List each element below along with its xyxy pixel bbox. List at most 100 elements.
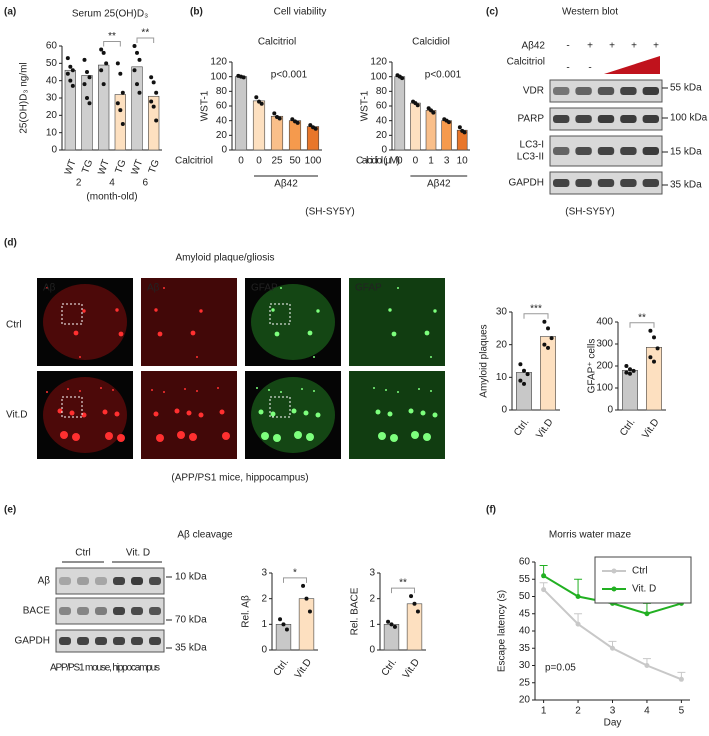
plaque: [256, 387, 258, 389]
sig-label: **: [141, 28, 149, 39]
blot-band: [95, 637, 107, 645]
plaque: [151, 389, 153, 391]
y-tick-label: 60: [46, 41, 58, 52]
x-tick-label: 0: [256, 156, 262, 167]
y-tick-label: 20: [46, 110, 58, 121]
data-point: [409, 594, 414, 599]
plaque: [280, 287, 282, 289]
data-point: [259, 101, 264, 106]
dose-triangle: [604, 56, 660, 74]
data-point: [132, 68, 137, 73]
bar: [148, 95, 160, 151]
blot-strip: [55, 629, 165, 653]
row-label: Ctrl: [6, 320, 22, 331]
blot-band: [131, 607, 143, 615]
bar: [64, 69, 76, 151]
data-point: [652, 335, 656, 340]
data-point: [99, 47, 104, 52]
blot-band: [620, 115, 637, 123]
kda-label: 35 kDa: [670, 180, 702, 191]
chart-title: Calcitriol: [258, 37, 296, 48]
treatment-label: Calcitriol: [507, 57, 545, 68]
group-label: Vit. D: [126, 548, 150, 559]
data-point: [542, 342, 547, 347]
plaque: [373, 387, 375, 389]
blot-band: [149, 607, 161, 615]
bar: [383, 624, 400, 651]
x-tick-label: TG: [80, 158, 95, 175]
panel-title: Western blot: [562, 7, 618, 18]
blot-band: [149, 637, 161, 645]
blot-band: [59, 577, 71, 585]
data-point: [101, 82, 106, 87]
group-label: Aβ42: [427, 179, 451, 190]
zoom-box: [269, 396, 291, 418]
data-point: [628, 367, 632, 372]
data-point: [628, 371, 632, 376]
y-axis-label: Rel. Aβ: [241, 595, 252, 628]
data-point: [68, 78, 73, 83]
blot-band: [642, 147, 659, 155]
blot-band: [575, 179, 592, 187]
plaque: [100, 387, 102, 389]
legend-marker: [611, 586, 617, 592]
sig-bracket: [136, 37, 155, 43]
y-tick-label: 2: [261, 593, 267, 604]
caption: (SH-SY5Y): [565, 207, 614, 218]
data-point: [412, 601, 417, 606]
treatment-label: Aβ42: [521, 41, 545, 52]
data-point: [118, 108, 123, 113]
data-point: [522, 368, 526, 373]
y-tick-label: 120: [210, 57, 227, 68]
plaque: [157, 331, 163, 337]
bar: [622, 370, 638, 411]
group-label: 2: [76, 178, 82, 189]
zoom-box: [61, 396, 83, 418]
y-tick-label: 30: [496, 307, 508, 318]
y-tick-label: 100: [596, 383, 613, 394]
plaque: [102, 409, 108, 415]
x-tick-label: 3: [444, 156, 450, 167]
blot-band: [575, 147, 592, 155]
sig-bracket: [283, 577, 307, 583]
panel-label: (c): [486, 7, 498, 18]
data-point: [87, 101, 92, 106]
sign: -: [566, 41, 569, 52]
data-point: [87, 75, 92, 80]
plaque: [184, 388, 186, 390]
caption: APP/PS1 mouse, hippocampus: [50, 663, 160, 674]
blot-band: [553, 87, 570, 95]
y-tick-label: 1: [261, 619, 267, 630]
legend-label: Ctrl: [632, 566, 648, 577]
y-tick-label: 0: [51, 145, 57, 156]
data-point: [457, 125, 462, 130]
data-point: [115, 101, 120, 106]
data-point: [104, 61, 109, 66]
data-point: [284, 627, 289, 632]
blot-band: [59, 607, 71, 615]
data-point: [648, 355, 653, 360]
data-point: [446, 120, 451, 125]
blot-band: [597, 147, 615, 155]
blot-strip: [55, 597, 165, 625]
data-point: [400, 76, 405, 81]
plaque: [274, 331, 280, 337]
data-point: [135, 82, 139, 87]
blot-row: LC3-II: [517, 152, 544, 163]
plaque: [219, 409, 225, 415]
y-tick-label: 3: [261, 568, 267, 579]
blot-band: [113, 607, 125, 615]
blot-band: [95, 607, 107, 615]
plaque: [174, 408, 180, 414]
bar: [114, 94, 126, 151]
data-point: [304, 596, 309, 601]
x-tick-label: 1: [428, 156, 434, 167]
data-point: [518, 378, 523, 383]
series-point: [610, 645, 615, 651]
data-point: [65, 56, 70, 61]
y-tick-label: 80: [376, 86, 388, 97]
data-point: [135, 50, 139, 55]
x-tick-label: Vit.D: [293, 657, 314, 681]
y-tick-label: 1: [369, 619, 375, 630]
